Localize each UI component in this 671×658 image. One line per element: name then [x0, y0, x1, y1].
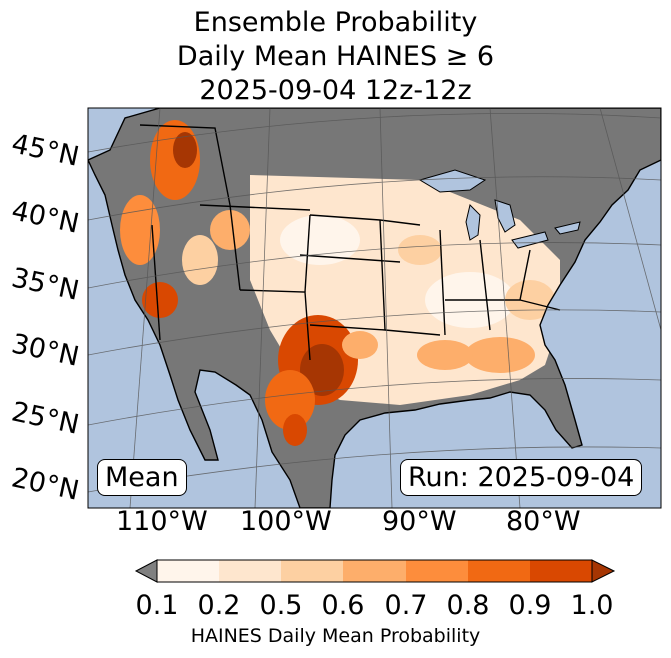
probability-region: [398, 235, 442, 265]
cb-tick-2: 0.5: [259, 590, 303, 621]
colorbar-over-arrow: [591, 559, 616, 583]
probability-region: [342, 331, 378, 359]
cb-tick-5: 0.8: [446, 590, 490, 621]
lon-label-80: 80°W: [506, 506, 581, 537]
probability-region: [142, 282, 178, 318]
graticule-line: [379, 108, 393, 508]
probability-region: [300, 344, 344, 396]
probability-region: [465, 337, 535, 373]
state-border: [304, 214, 311, 293]
lon-label-110: 110°W: [116, 506, 208, 537]
graticule-line: [88, 112, 661, 153]
lake: [494, 199, 516, 233]
run-label-box: Run: 2025-09-04: [400, 459, 643, 496]
graticule-line: [88, 309, 661, 356]
cb-tick-3: 0.6: [321, 590, 365, 621]
state-border: [151, 224, 161, 341]
state-border: [519, 249, 531, 301]
state-border: [139, 124, 231, 206]
lake: [418, 169, 487, 193]
map-frame: [87, 107, 662, 509]
state-border: [439, 229, 446, 336]
colorbar-bin: [157, 560, 219, 582]
colorbar: [134, 559, 616, 583]
state-border: [229, 204, 241, 291]
cb-tick-7: 1.0: [570, 590, 614, 621]
colorbar-bin: [406, 560, 468, 582]
stat-label-box: Mean: [97, 459, 187, 496]
colorbar-bin: [219, 560, 281, 582]
lake: [554, 221, 581, 235]
colorbar-under-arrow: [134, 559, 158, 583]
lon-label-100: 100°W: [240, 506, 332, 537]
graticule-line: [88, 176, 661, 221]
graticule-line: [599, 108, 661, 331]
graticule-line: [129, 108, 161, 508]
colorbar-bin: [468, 560, 530, 582]
graticule-line: [88, 242, 661, 289]
lake: [465, 204, 481, 241]
probability-region: [210, 210, 250, 250]
coastline: [88, 108, 661, 508]
cb-tick-1: 0.2: [197, 590, 241, 621]
graticule-line: [254, 108, 271, 508]
state-border: [309, 324, 441, 336]
probability-region: [182, 235, 218, 285]
lon-label-90: 90°W: [382, 506, 457, 537]
graticule-line: [88, 378, 661, 426]
title-line-1: Ensemble Probability: [193, 7, 478, 38]
state-border: [299, 254, 401, 263]
colorbar-bin: [343, 560, 406, 582]
cb-tick-6: 0.9: [508, 590, 552, 621]
probability-region: [173, 132, 197, 168]
cb-tick-4: 0.7: [384, 590, 428, 621]
title-line-2: Daily Mean HAINES ≥ 6: [176, 41, 495, 72]
state-border: [379, 219, 386, 331]
colorbar-bin: [281, 560, 343, 582]
title-line-3: 2025-09-04 12z-12z: [199, 75, 472, 106]
cb-tick-0: 0.1: [135, 590, 179, 621]
state-border: [519, 299, 561, 311]
state-border: [479, 239, 491, 331]
lake: [511, 231, 549, 249]
colorbar-label: HAINES Daily Mean Probability: [190, 625, 481, 647]
state-border: [199, 204, 311, 211]
probability-region: [265, 370, 315, 430]
probability-region: [417, 340, 473, 370]
probability-region: [283, 414, 307, 446]
colorbar-bin: [530, 560, 592, 582]
graticule-line: [489, 108, 521, 508]
